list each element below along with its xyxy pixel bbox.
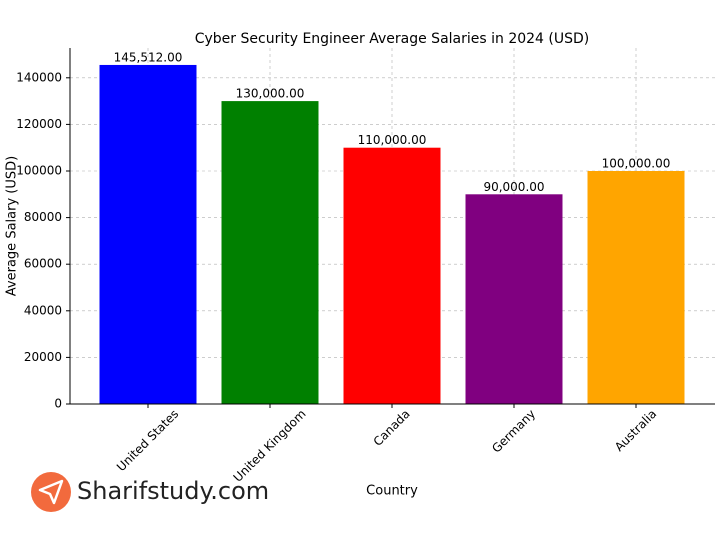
y-tick-label: 0 [54, 397, 62, 411]
x-tick-label: Germany [489, 407, 538, 456]
y-axis-label: Average Salary (USD) [5, 156, 20, 296]
value-label: 145,512.00 [114, 50, 183, 64]
x-tick-label: United Kingdom [231, 407, 309, 485]
value-label: 130,000.00 [236, 87, 305, 101]
watermark-logo [31, 472, 71, 512]
y-tick-label: 100000 [16, 163, 62, 177]
x-tick-label: Canada [371, 407, 413, 449]
x-tick-label: United States [114, 407, 181, 474]
bar [99, 64, 197, 404]
bar [587, 170, 685, 404]
value-label: 110,000.00 [358, 133, 427, 147]
y-tick-label: 60000 [24, 257, 62, 271]
value-label: 100,000.00 [602, 156, 671, 170]
y-tick-label: 120000 [16, 117, 62, 131]
value-label: 90,000.00 [483, 180, 544, 194]
y-tick-label: 140000 [16, 70, 62, 84]
x-axis-label: Country [366, 484, 418, 499]
bar [343, 147, 441, 404]
chart-title: Cyber Security Engineer Average Salaries… [195, 31, 590, 47]
watermark: Sharifstudy.com [77, 477, 269, 505]
y-tick-label: 20000 [24, 350, 62, 364]
bar [465, 194, 563, 404]
y-tick-label: 80000 [24, 210, 62, 224]
x-tick-label: Australia [612, 407, 659, 454]
y-tick-label: 40000 [24, 303, 62, 317]
bar [221, 101, 319, 405]
